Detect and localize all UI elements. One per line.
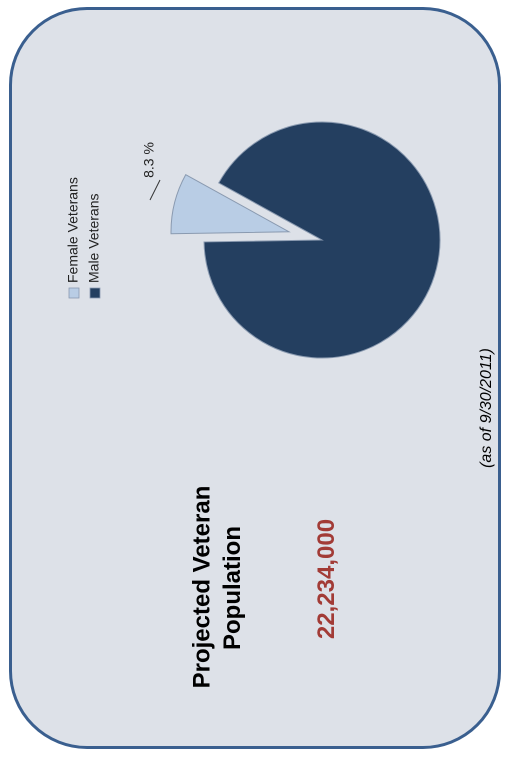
title-line-1: Projected Veteran [187, 485, 215, 689]
pie-slices [170, 121, 441, 359]
summary-card [9, 7, 501, 749]
data-label-female: 8.3 % [141, 142, 157, 178]
legend-label: Female Veterans [65, 177, 81, 283]
pie-slice-female-veterans [170, 173, 291, 235]
pie-labels: 8.3 % [141, 142, 161, 201]
data-label-leader-line [149, 179, 161, 201]
population-value: 22,234,000 [313, 518, 341, 640]
legend: Female Veterans Male Veterans [65, 177, 102, 299]
legend-label: Male Veterans [86, 194, 102, 284]
pie-slice-male-veterans [203, 121, 441, 359]
legend-swatch [89, 287, 101, 299]
legend-item-male-veterans: Male Veterans [86, 194, 102, 299]
title-line-2: Population [218, 526, 246, 650]
legend-item-female-veterans: Female Veterans [65, 177, 81, 299]
legend-swatch [68, 287, 80, 299]
as-of-date: (as of 9/30/2011) [477, 348, 495, 468]
